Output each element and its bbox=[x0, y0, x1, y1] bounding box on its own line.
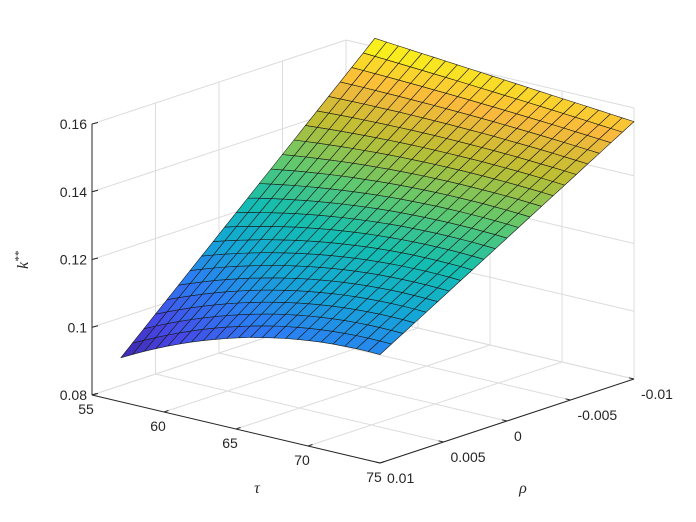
z-tick bbox=[91, 189, 99, 193]
z-axis-label-sup: ** bbox=[13, 250, 25, 262]
z-axis-label: k** bbox=[13, 250, 32, 269]
x-tick bbox=[163, 410, 169, 413]
y-tick-label: 0 bbox=[514, 428, 522, 444]
x-tick-label: 60 bbox=[150, 418, 166, 434]
z-tick-label: 0.12 bbox=[60, 252, 87, 268]
x-tick-label: 65 bbox=[222, 435, 238, 451]
z-tick bbox=[91, 122, 99, 125]
grid-line bbox=[218, 352, 508, 422]
z-tick bbox=[91, 325, 99, 328]
x-tick-label: 75 bbox=[366, 469, 382, 485]
surface-facet bbox=[610, 117, 635, 133]
y-tick-label: 0.01 bbox=[387, 470, 414, 486]
z-tick bbox=[91, 257, 99, 260]
x-tick bbox=[307, 444, 313, 447]
surface-mesh bbox=[120, 37, 635, 359]
y-tick bbox=[438, 440, 444, 443]
z-tick-label: 0.14 bbox=[60, 184, 87, 200]
z-tick-label: 0.1 bbox=[68, 319, 88, 335]
x-tick bbox=[379, 461, 385, 464]
y-tick bbox=[374, 461, 381, 464]
grid-line bbox=[155, 373, 444, 443]
z-axis-label-base: k bbox=[15, 261, 32, 269]
x-tick-label: 55 bbox=[78, 401, 94, 417]
tick-labels: 0.08 0.1 0.12 0.14 0.16 55 60 65 70 75 0.01 0.005 0 -… bbox=[60, 116, 673, 486]
y-tick-label: -0.01 bbox=[641, 386, 673, 402]
y-tick bbox=[565, 398, 571, 401]
x-tick-label: 70 bbox=[294, 452, 310, 468]
y-tick bbox=[501, 419, 508, 422]
x-tick bbox=[91, 393, 97, 396]
y-tick-label: 0.005 bbox=[451, 449, 486, 465]
x-tick bbox=[235, 427, 241, 430]
z-tick-label: 0.08 bbox=[60, 387, 87, 403]
y-tick bbox=[628, 377, 635, 380]
y-axis-label: ρ bbox=[518, 480, 527, 497]
z-tick-label: 0.16 bbox=[60, 116, 87, 132]
axes bbox=[91, 122, 635, 464]
y-tick-label: -0.005 bbox=[578, 407, 618, 423]
x-axis-label: τ bbox=[254, 480, 261, 497]
